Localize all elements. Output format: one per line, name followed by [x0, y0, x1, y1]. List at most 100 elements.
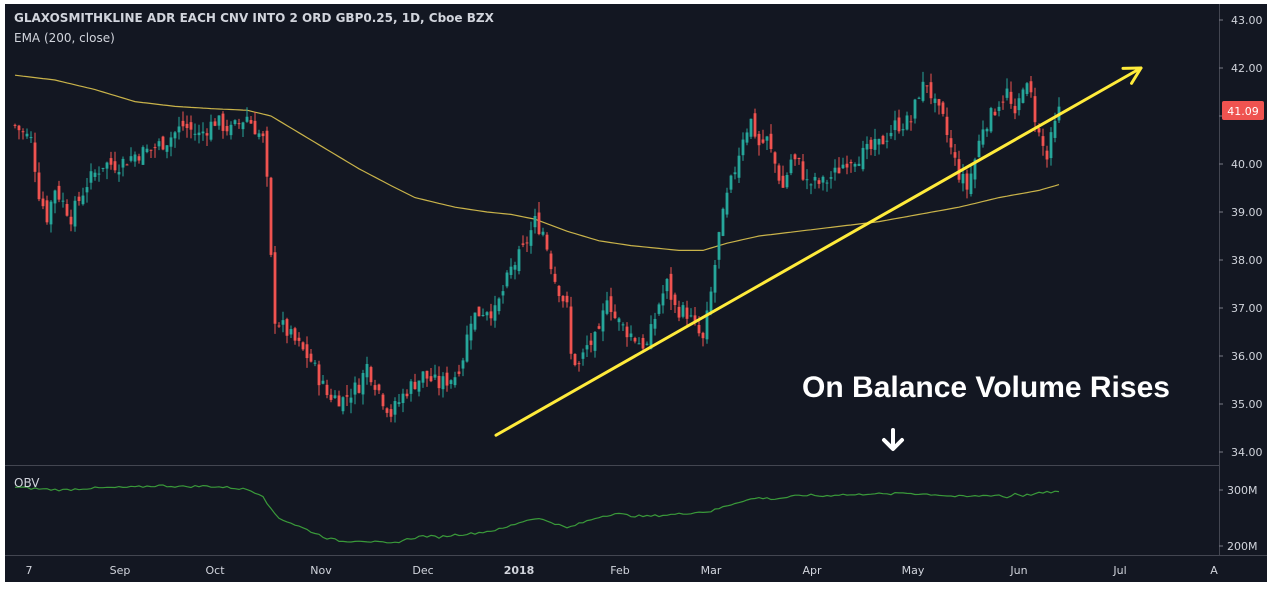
- candle: [921, 71, 925, 103]
- candle: [77, 191, 81, 206]
- candle: [413, 373, 417, 390]
- candle: [449, 379, 453, 389]
- candle: [477, 306, 481, 317]
- candle: [857, 156, 861, 167]
- candle: [325, 379, 329, 399]
- candle: [577, 361, 581, 372]
- candle: [853, 162, 857, 172]
- candle: [553, 266, 557, 284]
- candle: [873, 128, 877, 156]
- symbol-title[interactable]: GLAXOSMITHKLINE ADR EACH CNV INTO 2 ORD …: [14, 11, 495, 25]
- candle: [165, 144, 169, 159]
- candle: [1025, 82, 1029, 97]
- candle: [797, 157, 801, 165]
- candle: [817, 177, 821, 189]
- candle: [901, 123, 905, 137]
- candle: [225, 119, 229, 136]
- chart-background: [5, 4, 1267, 582]
- trendline-layer: [494, 66, 1143, 437]
- candle: [589, 332, 593, 353]
- candle: [837, 157, 841, 174]
- candle: [877, 138, 881, 155]
- time-axis[interactable]: 7 Sep Oct Nov Dec 2018 Feb Mar Apr May Jun Jul A: [26, 564, 1219, 577]
- candle: [849, 159, 853, 173]
- candle: [985, 127, 989, 137]
- candle: [249, 115, 253, 124]
- candle: [537, 202, 541, 236]
- candle: [909, 115, 913, 131]
- candle: [285, 317, 289, 344]
- price-axis-label: 36.00: [1231, 350, 1263, 363]
- candle: [85, 177, 89, 203]
- candle: [1017, 93, 1021, 116]
- last-price-label: 41.09: [1227, 105, 1259, 118]
- candle: [841, 157, 845, 169]
- candle: [969, 164, 973, 197]
- candle: [217, 115, 221, 130]
- candle: [345, 384, 349, 406]
- candle: [153, 143, 157, 158]
- candle: [405, 389, 409, 399]
- candle: [409, 379, 413, 402]
- uptrend-line[interactable]: [494, 66, 1143, 437]
- candle: [229, 121, 233, 140]
- candle: [385, 407, 389, 418]
- candle: [141, 145, 145, 165]
- candle: [649, 315, 653, 350]
- candle: [1009, 81, 1013, 109]
- candle: [601, 303, 605, 342]
- candle: [993, 108, 997, 116]
- candle: [633, 336, 637, 344]
- candle: [453, 371, 457, 388]
- candle: [657, 302, 661, 316]
- obv-axis-label: 300M: [1227, 484, 1258, 497]
- candle: [809, 183, 813, 195]
- candle: [113, 151, 117, 174]
- obv-indicator-label[interactable]: OBV: [14, 476, 40, 490]
- price-axis[interactable]: 43.0042.0041.0040.0039.0038.0037.0036.00…: [1219, 14, 1263, 459]
- candle: [781, 165, 785, 188]
- candle: [561, 295, 565, 308]
- candle: [721, 207, 725, 237]
- candle: [125, 163, 129, 166]
- candle: [145, 144, 149, 154]
- candle: [181, 111, 185, 131]
- time-axis-label: Oct: [205, 564, 225, 577]
- candle: [473, 312, 477, 332]
- price-axis-label: 42.00: [1231, 62, 1263, 75]
- time-axis-label: Sep: [110, 564, 131, 577]
- candle: [365, 356, 369, 385]
- candle: [545, 232, 549, 252]
- candle: [1049, 127, 1053, 166]
- candle: [93, 169, 97, 181]
- candle: [353, 376, 357, 405]
- candle: [433, 364, 437, 381]
- candle: [733, 166, 737, 180]
- candle: [713, 260, 717, 303]
- ema-indicator-label[interactable]: EMA (200, close): [14, 31, 115, 45]
- annotation-text: On Balance Volume Rises: [802, 371, 1170, 404]
- candle: [1021, 87, 1025, 104]
- candle: [137, 153, 141, 164]
- candle: [949, 129, 953, 155]
- candles-layer: [13, 71, 1061, 423]
- candle: [341, 396, 345, 415]
- candle: [349, 388, 353, 414]
- candle: [305, 336, 309, 368]
- candle: [629, 325, 633, 341]
- candle: [429, 368, 433, 383]
- candle: [369, 365, 373, 386]
- candle: [1013, 98, 1017, 120]
- candle: [925, 85, 929, 94]
- candle: [885, 132, 889, 149]
- candle: [221, 111, 225, 139]
- time-axis-label: Nov: [310, 564, 332, 577]
- candle: [273, 246, 277, 334]
- obv-axis[interactable]: 300M 200M: [1219, 484, 1258, 553]
- candle: [513, 261, 517, 280]
- candle: [717, 231, 721, 269]
- time-axis-label: Mar: [701, 564, 722, 577]
- candle: [677, 300, 681, 322]
